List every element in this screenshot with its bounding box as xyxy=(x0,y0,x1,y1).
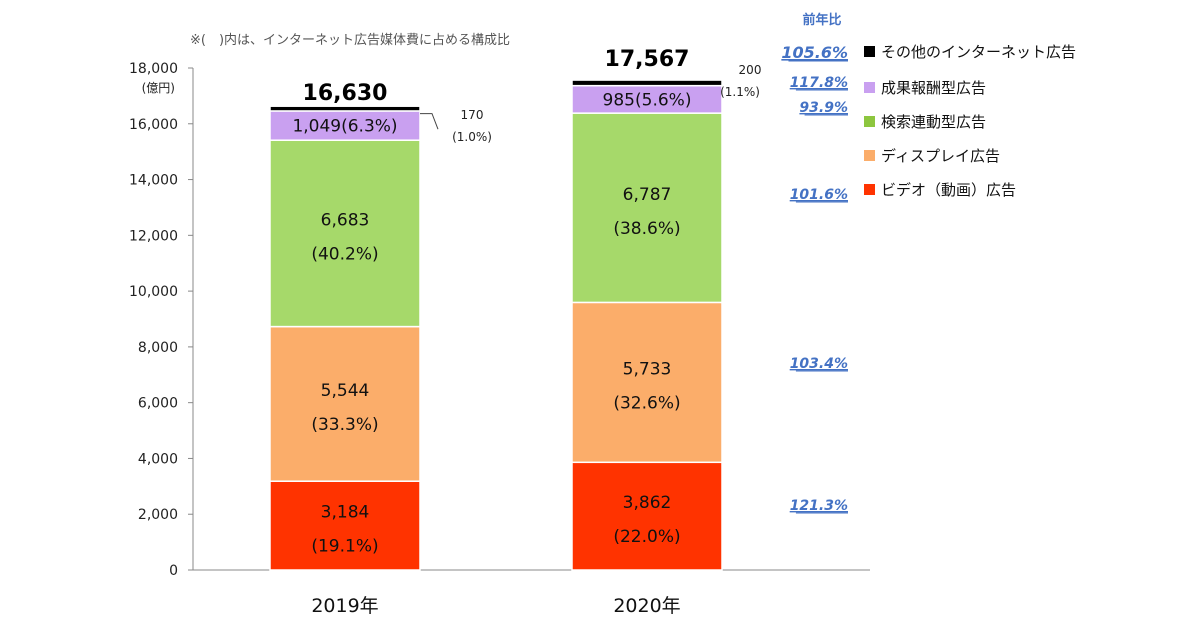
y-tick-label: 4,000 xyxy=(138,451,178,467)
bar-segment xyxy=(269,480,421,571)
bar-total-label: 17,567 xyxy=(605,47,690,72)
data-label: (32.6%) xyxy=(613,393,680,413)
data-label: (1.0%) xyxy=(452,130,492,144)
data-label: 3,184 xyxy=(321,503,370,523)
data-label: 5,733 xyxy=(623,359,672,379)
legend-label: 検索連動型広告 xyxy=(881,113,986,131)
yoy-value: 121.3% xyxy=(790,498,848,514)
y-tick-label: 0 xyxy=(169,563,178,579)
legend-label: その他のインターネット広告 xyxy=(881,43,1076,61)
y-tick-label: 2,000 xyxy=(138,507,178,523)
legend-swatch xyxy=(864,116,875,127)
y-tick-label: 16,000 xyxy=(129,117,178,133)
data-label: 6,787 xyxy=(623,185,672,205)
data-label: 985(5.6%) xyxy=(603,90,692,110)
yoy-header: 前年比 xyxy=(802,12,841,28)
bar-total-label: 16,630 xyxy=(303,81,388,106)
data-label: (19.1%) xyxy=(311,537,378,557)
data-label: 200 xyxy=(739,63,762,77)
bar-segment xyxy=(571,112,723,304)
legend-swatch xyxy=(864,184,875,195)
legend-swatch xyxy=(864,150,875,161)
data-label: (22.0%) xyxy=(613,527,680,547)
bar-segment xyxy=(571,461,723,571)
yoy-value: 117.8% xyxy=(790,75,848,91)
data-label: (1.1%) xyxy=(720,85,760,99)
x-category-label: 2020年 xyxy=(613,595,680,617)
yoy-value: 101.6% xyxy=(790,187,848,203)
bar-segment xyxy=(571,79,723,87)
bar-segment xyxy=(269,105,421,112)
data-label: 170 xyxy=(461,108,484,122)
yoy-value: 105.6% xyxy=(781,43,848,62)
callout-line xyxy=(420,113,439,130)
bar-segment xyxy=(269,139,421,328)
bar-segment xyxy=(269,325,421,482)
data-label: 5,544 xyxy=(321,381,370,401)
y-tick-label: 6,000 xyxy=(138,396,178,412)
y-tick-label: 12,000 xyxy=(129,228,178,244)
bar-segment xyxy=(269,110,421,141)
y-tick-label: 8,000 xyxy=(138,340,178,356)
legend-label: ディスプレイ広告 xyxy=(881,147,1000,165)
data-label: 1,049(6.3%) xyxy=(292,117,397,137)
data-label: 6,683 xyxy=(321,210,370,230)
legend-swatch xyxy=(864,82,875,93)
data-label: (33.3%) xyxy=(311,415,378,435)
data-label: (40.2%) xyxy=(311,244,378,264)
legend-label: ビデオ（動画）広告 xyxy=(881,181,1016,199)
legend-label: 成果報酬型広告 xyxy=(881,79,986,97)
data-label: (38.6%) xyxy=(613,219,680,239)
bar-segment xyxy=(571,301,723,464)
y-tick-label: 18,000 xyxy=(129,61,178,77)
legend-swatch xyxy=(864,46,875,57)
y-tick-label: 10,000 xyxy=(129,284,178,300)
data-label: 3,862 xyxy=(623,493,672,513)
yoy-value: 103.4% xyxy=(790,356,848,372)
yoy-value: 93.9% xyxy=(799,100,848,116)
chart-note: ※( )内は、インターネット広告媒体費に占める構成比 xyxy=(190,32,510,48)
y-tick-label: 14,000 xyxy=(129,173,178,189)
y-axis-unit: (億円) xyxy=(142,81,175,95)
x-category-label: 2019年 xyxy=(311,595,378,617)
